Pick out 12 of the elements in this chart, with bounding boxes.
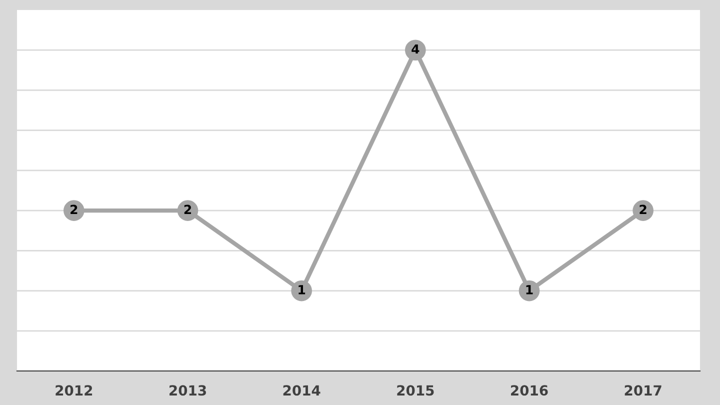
x-tick-label: 2017	[624, 385, 662, 396]
x-tick-label: 2015	[397, 385, 434, 396]
x-tick-label: 2013	[170, 385, 206, 396]
data-label: 2	[184, 204, 192, 214]
data-label: 1	[298, 285, 306, 294]
data-label: 1	[526, 285, 533, 294]
x-tick-label: 2012	[56, 385, 92, 396]
data-label: 2	[640, 204, 646, 214]
x-tick-label: 2014	[283, 385, 320, 396]
data-label: 4	[412, 44, 420, 54]
x-tick-label: 2016	[511, 385, 548, 396]
data-label: 2	[70, 204, 78, 214]
